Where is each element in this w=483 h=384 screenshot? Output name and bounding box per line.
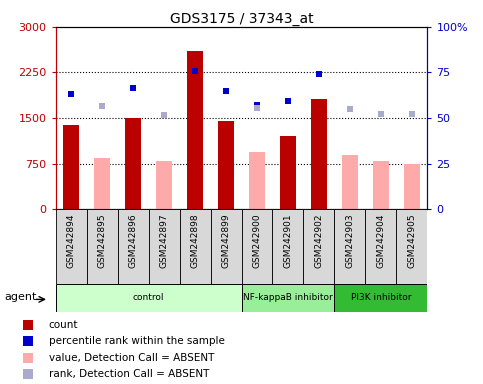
Text: GSM242903: GSM242903 [345,213,355,268]
Text: GSM242899: GSM242899 [222,213,230,268]
Bar [125,118,141,209]
Text: agent: agent [4,291,37,301]
Bar [94,157,110,209]
Text: NF-kappaB inhibitor: NF-kappaB inhibitor [243,293,333,303]
Text: GSM242895: GSM242895 [98,213,107,268]
Bar [280,136,296,209]
Bar [242,209,272,284]
Bar [242,284,334,312]
Bar [86,209,117,284]
Text: GSM242897: GSM242897 [159,213,169,268]
Bar [249,152,265,209]
Text: GSM242900: GSM242900 [253,213,261,268]
Bar [272,209,303,284]
Text: GSM242896: GSM242896 [128,213,138,268]
Bar [373,161,389,209]
Bar [187,51,203,209]
Bar [404,164,420,209]
Bar [56,209,86,284]
Text: GSM242902: GSM242902 [314,213,324,268]
Text: GSM242904: GSM242904 [376,213,385,268]
Bar [117,209,149,284]
Bar [63,126,79,209]
Text: GSM242901: GSM242901 [284,213,293,268]
Text: GSM242894: GSM242894 [67,213,75,268]
Text: PI3K inhibitor: PI3K inhibitor [351,293,411,303]
Bar [366,209,397,284]
Bar [303,209,334,284]
Bar [218,121,234,209]
Text: control: control [133,293,164,303]
Bar [311,99,327,209]
Bar [211,209,242,284]
Title: GDS3175 / 37343_at: GDS3175 / 37343_at [170,12,313,26]
Bar [56,284,242,312]
Bar [156,161,172,209]
Text: count: count [49,320,78,330]
Bar [180,209,211,284]
Bar [342,155,358,209]
Bar [334,284,427,312]
Bar [334,209,366,284]
Text: value, Detection Call = ABSENT: value, Detection Call = ABSENT [49,353,214,362]
Bar [397,209,427,284]
Bar [149,209,180,284]
Text: GSM242898: GSM242898 [190,213,199,268]
Text: GSM242905: GSM242905 [408,213,416,268]
Text: percentile rank within the sample: percentile rank within the sample [49,336,225,346]
Text: rank, Detection Call = ABSENT: rank, Detection Call = ABSENT [49,369,209,379]
